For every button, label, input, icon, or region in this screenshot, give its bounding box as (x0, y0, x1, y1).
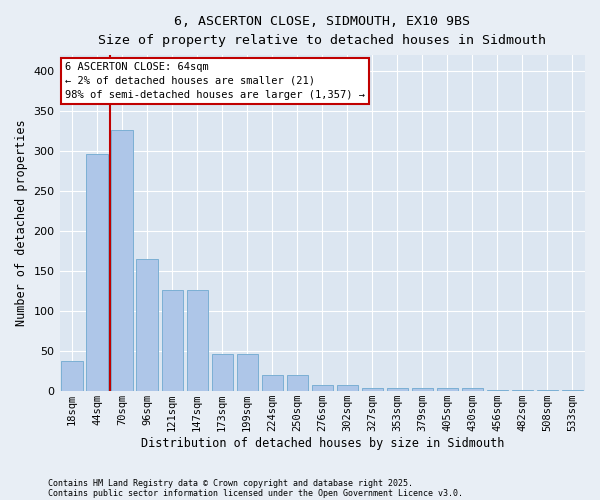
Bar (287, 375, 308, 391)
Bar (86, 154, 108, 391)
Text: Contains HM Land Registry data © Crown copyright and database right 2025.: Contains HM Land Registry data © Crown c… (48, 478, 413, 488)
Bar (387, 388, 408, 391)
Bar (187, 290, 208, 391)
Y-axis label: Number of detached properties: Number of detached properties (15, 120, 28, 326)
Bar (262, 375, 283, 391)
Bar (462, 388, 483, 391)
Bar (61, 361, 83, 391)
Bar (136, 259, 158, 391)
Bar (562, 390, 583, 391)
Bar (537, 390, 558, 391)
Bar (337, 385, 358, 391)
Bar (512, 390, 533, 391)
Bar (212, 354, 233, 391)
Bar (311, 385, 333, 391)
X-axis label: Distribution of detached houses by size in Sidmouth: Distribution of detached houses by size … (140, 437, 504, 450)
Bar (362, 388, 383, 391)
Bar (437, 388, 458, 391)
Text: 6 ASCERTON CLOSE: 64sqm
← 2% of detached houses are smaller (21)
98% of semi-det: 6 ASCERTON CLOSE: 64sqm ← 2% of detached… (65, 62, 365, 100)
Bar (412, 388, 433, 391)
Bar (112, 130, 133, 391)
Bar (161, 290, 183, 391)
Text: Contains public sector information licensed under the Open Government Licence v3: Contains public sector information licen… (48, 488, 463, 498)
Title: 6, ASCERTON CLOSE, SIDMOUTH, EX10 9BS
Size of property relative to detached hous: 6, ASCERTON CLOSE, SIDMOUTH, EX10 9BS Si… (98, 15, 546, 47)
Bar (487, 390, 508, 391)
Bar (236, 354, 258, 391)
